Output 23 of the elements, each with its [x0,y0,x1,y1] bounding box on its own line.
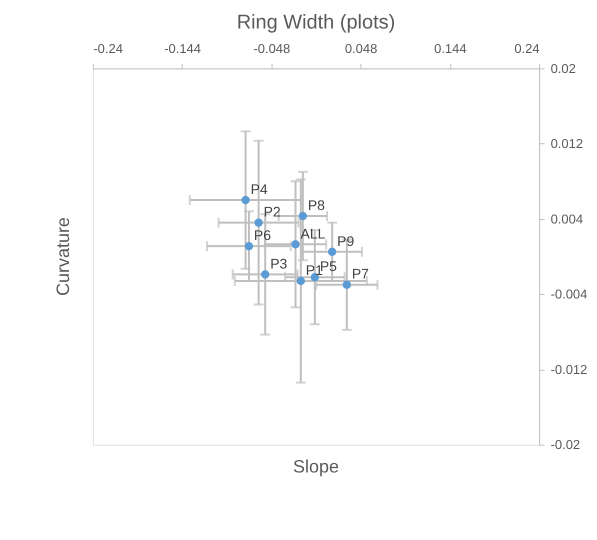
x-tick-label: 0.048 [344,40,378,56]
x-tick-label: -0.048 [253,40,290,56]
chart-title: Ring Width (plots) [236,11,396,34]
x-tick-label: 0.144 [434,40,467,56]
y-tick-label: 0.02 [550,60,576,76]
y-axis-title: Curvature [52,217,73,296]
annotation: P8 [308,197,326,214]
annotation: P3 [270,255,288,272]
annotation: ALL [300,225,326,242]
annotation: P7 [352,266,370,282]
annotation: P4 [250,181,268,198]
x-tick-label: 0.24 [514,40,540,56]
y-tick-label: -0.012 [550,362,588,377]
x-axis-title: Slope [293,456,339,477]
y-tick-label: 0.012 [550,136,584,152]
y-tick-label: 0.004 [550,211,584,226]
annotation: P6 [254,227,272,244]
annotation: P9 [337,232,354,249]
y-tick-label: -0.02 [550,437,580,452]
y-tick-label: -0.004 [550,286,588,302]
x-tick-label: -0.144 [164,40,201,56]
annotation: P2 [264,204,281,220]
x-tick-label: -0.24 [93,40,123,56]
